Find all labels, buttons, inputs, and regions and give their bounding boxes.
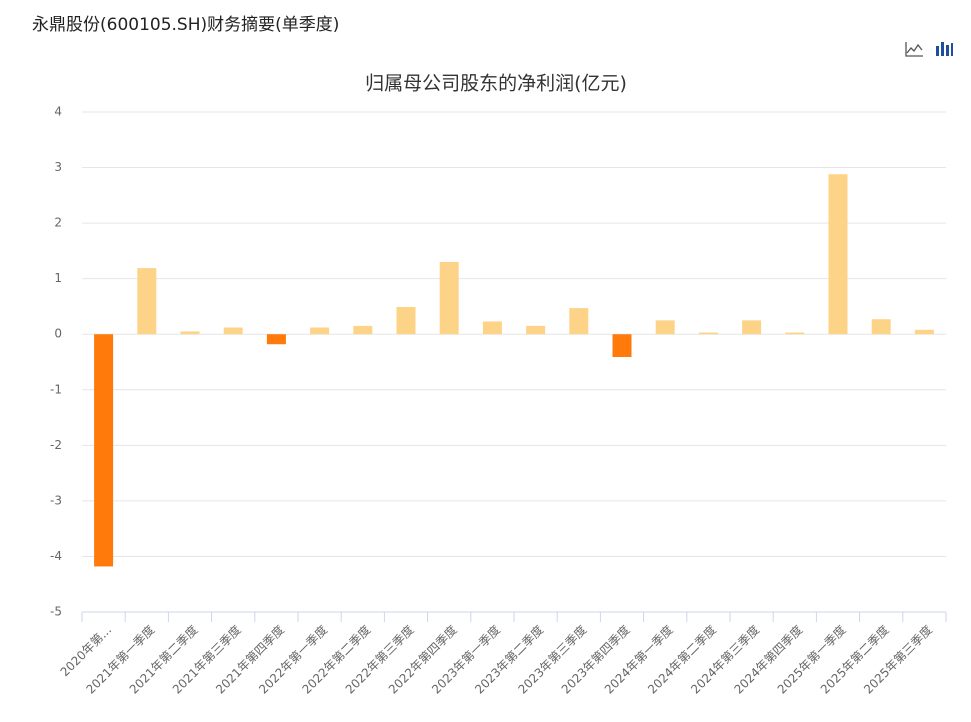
y-tick-label: -3	[50, 493, 62, 507]
y-tick-label: 1	[54, 271, 62, 285]
bar	[482, 321, 502, 335]
bar	[785, 332, 805, 335]
line-chart-toggle[interactable]	[904, 40, 924, 58]
bar	[439, 262, 459, 335]
chart-title: 归属母公司股东的净利润(亿元)	[365, 73, 627, 95]
bar	[266, 334, 286, 345]
bar	[612, 334, 632, 357]
bar	[353, 325, 373, 335]
bar	[94, 334, 114, 567]
bar	[569, 308, 589, 335]
y-tick-label: -5	[50, 605, 62, 619]
bar	[698, 332, 718, 335]
bar	[526, 325, 546, 335]
bar	[914, 329, 934, 335]
page-title: 永鼎股份(600105.SH)财务摘要(单季度)	[32, 15, 340, 35]
bar	[828, 174, 848, 335]
bar	[742, 320, 762, 335]
bar	[223, 327, 243, 335]
y-tick-label: -2	[50, 438, 62, 452]
bar	[310, 327, 330, 335]
bar	[396, 307, 416, 335]
y-tick-label: 3	[54, 160, 62, 174]
y-tick-label: -4	[50, 549, 62, 563]
bar	[655, 320, 675, 335]
bar	[180, 331, 200, 335]
y-tick-label: 0	[54, 327, 62, 341]
y-tick-label: -1	[50, 382, 62, 396]
bar	[137, 268, 157, 335]
y-tick-label: 2	[54, 216, 62, 230]
y-tick-label: 4	[54, 105, 62, 119]
bar-chart-toggle[interactable]	[934, 40, 954, 58]
bar	[871, 319, 891, 335]
